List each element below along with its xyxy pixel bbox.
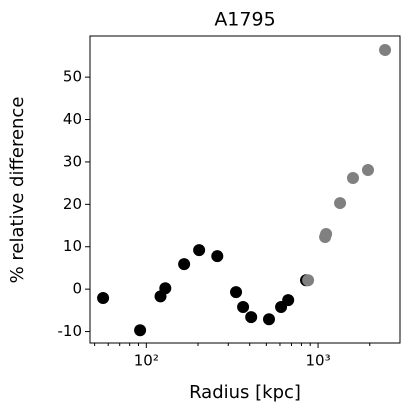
plot-frame	[89, 35, 401, 344]
data-point	[178, 258, 191, 271]
data-point	[230, 286, 243, 299]
data-point	[159, 282, 172, 295]
data-point	[193, 244, 206, 257]
data-point	[379, 43, 392, 56]
y-tick-label: 50	[63, 68, 82, 86]
data-point	[211, 250, 224, 263]
data-point	[361, 163, 374, 176]
x-tick-label: 10²	[134, 352, 159, 370]
y-tick-label: 30	[63, 152, 82, 170]
data-point	[97, 292, 110, 305]
y-tick-label: 0	[72, 280, 82, 298]
data-point	[334, 197, 347, 210]
y-tick-label: 20	[63, 195, 82, 213]
data-point	[245, 311, 258, 324]
y-tick-label: 40	[63, 110, 82, 128]
data-point	[282, 294, 295, 307]
chart-title: A1795	[214, 9, 275, 31]
data-point	[262, 313, 275, 326]
y-axis-label: % relative difference	[7, 97, 28, 284]
x-axis-label: Radius [kpc]	[189, 382, 301, 403]
data-point	[134, 324, 147, 337]
data-point	[320, 228, 333, 241]
y-tick-label: 10	[63, 237, 82, 255]
x-tick-label: 10³	[306, 352, 331, 370]
data-point	[346, 172, 359, 185]
data-point	[302, 274, 315, 287]
data-point	[237, 300, 250, 313]
y-tick-label: -10	[58, 322, 83, 340]
